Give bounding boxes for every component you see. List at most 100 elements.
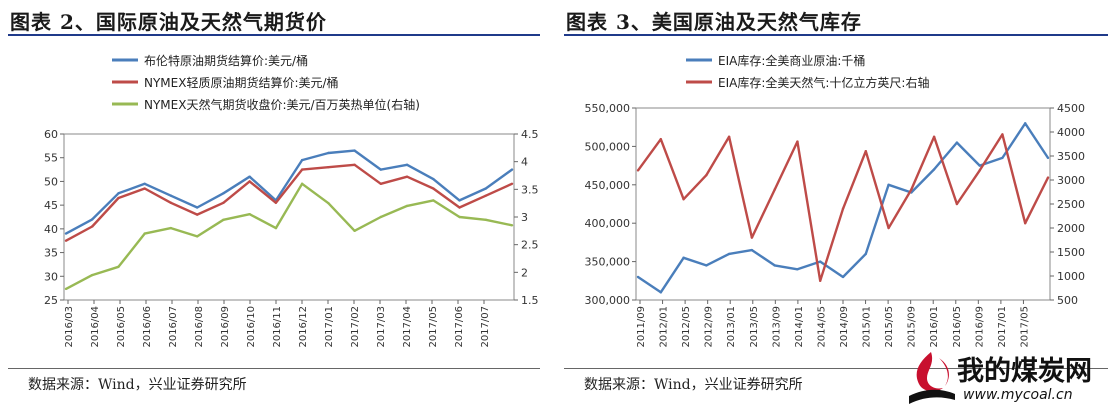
series-point-1 — [1001, 133, 1004, 136]
x-tick-label: 2017/05 — [1019, 306, 1030, 348]
y-tick-label: 300,000 — [585, 294, 631, 307]
x-tick-label: 2016/01 — [929, 306, 940, 348]
left-footer-divider — [8, 368, 540, 369]
x-tick-label: 2016/11 — [272, 306, 283, 348]
y2-tick-label: 2500 — [1057, 198, 1085, 211]
y2-tick-label: 1.5 — [521, 294, 539, 307]
series-line-1 — [637, 133, 1050, 282]
series-point-0 — [458, 199, 461, 202]
series-point-0 — [379, 168, 383, 171]
series-point-2 — [248, 213, 251, 216]
series-point-2 — [458, 215, 461, 219]
x-tick-label: 2012/01 — [659, 306, 670, 348]
series-point-1 — [458, 206, 461, 209]
series-line-1 — [65, 163, 513, 242]
series-point-1 — [682, 198, 685, 201]
x-tick-label: 2016/05 — [952, 306, 963, 348]
x-tick-label: 2014/05 — [816, 306, 827, 348]
x-tick-label: 2017/07 — [480, 306, 491, 348]
series-point-0 — [143, 182, 146, 185]
y-tick-label: 25 — [44, 294, 58, 307]
series-line-2 — [65, 182, 513, 290]
series-point-1 — [1024, 222, 1027, 225]
x-tick-label: 2016/03 — [64, 306, 75, 348]
series-point-0 — [1024, 122, 1027, 125]
series-point-0 — [91, 218, 94, 221]
y2-tick-label: 1000 — [1057, 270, 1085, 283]
y2-tick-label: 3500 — [1057, 150, 1085, 163]
series-point-1 — [353, 163, 356, 167]
series-point-0 — [222, 192, 225, 195]
series-point-2 — [510, 224, 514, 227]
series-point-1 — [819, 279, 822, 282]
x-tick-label: 2011/09 — [636, 306, 647, 348]
right-title-divider — [564, 34, 1108, 36]
series-point-1 — [773, 188, 776, 191]
y2-tick-label: 3 — [521, 211, 528, 224]
y-tick-label: 500,000 — [585, 140, 631, 153]
series-point-0 — [796, 268, 799, 271]
x-tick-label: 2012/05 — [681, 306, 692, 348]
series-point-1 — [195, 213, 199, 216]
series-point-2 — [91, 273, 94, 277]
series-point-1 — [955, 202, 959, 206]
series-point-2 — [274, 226, 278, 230]
series-point-2 — [353, 229, 356, 233]
y2-tick-label: 1500 — [1057, 246, 1085, 259]
series-point-0 — [117, 192, 120, 195]
y2-tick-label: 2.5 — [521, 239, 539, 252]
x-tick-label: 2016/07 — [168, 306, 179, 348]
series-point-0 — [248, 175, 251, 178]
x-tick-label: 2014/09 — [839, 306, 850, 348]
us-oil-gas-inventory-chart: 300,000 350,000 400,000 450,000 500,000 550,0… — [585, 53, 1086, 348]
series-point-2 — [117, 265, 120, 268]
series-point-0 — [353, 149, 356, 152]
series-point-1 — [379, 182, 383, 185]
x-tick-label: 2016/10 — [246, 306, 257, 348]
series-point-1 — [727, 135, 731, 138]
mycoal-watermark: 我的煤炭网 www.mycoal.cn — [905, 346, 1116, 410]
series-line-0 — [65, 149, 513, 235]
y2-tick-label: 2000 — [1057, 222, 1085, 235]
y2-tick-label: 3.5 — [521, 183, 539, 196]
legend-label-0: EIA库存:全美商业原油:千桶 — [718, 53, 865, 68]
series-point-1 — [143, 187, 146, 190]
x-tick-label: 2016/09 — [220, 306, 231, 348]
legend-label-1: EIA库存:全美天然气:十亿立方英尺:右轴 — [718, 75, 929, 90]
right-chart-title: 图表 3、美国原油及天然气库存 — [566, 10, 862, 34]
series-point-0 — [978, 164, 981, 167]
series-point-2 — [143, 232, 146, 235]
y-tick-label: 30 — [44, 270, 58, 283]
series-point-1 — [841, 207, 845, 210]
x-tick-label: 2016/09 — [974, 306, 985, 348]
series-point-0 — [773, 264, 776, 267]
x-tick-label: 2013/01 — [726, 306, 737, 348]
series-point-2 — [169, 226, 173, 230]
x-tick-label: 2017/02 — [350, 306, 361, 348]
x-tick-label: 2017/01 — [997, 306, 1008, 348]
series-point-2 — [327, 201, 330, 205]
series-point-1 — [636, 169, 640, 172]
series-point-0 — [432, 177, 435, 181]
series-point-1 — [432, 187, 435, 190]
y2-tick-label: 4500 — [1057, 102, 1085, 115]
series-point-0 — [841, 275, 845, 279]
x-tick-label: 2016/06 — [142, 306, 153, 348]
left-chart-title: 图表 2、国际原油及天然气期货价 — [10, 10, 327, 34]
series-point-1 — [932, 135, 936, 138]
plot-frame — [63, 133, 515, 301]
series-point-1 — [659, 138, 662, 141]
legend-label-2: NYMEX天然气期货收盘价:美元/百万英热单位(右轴) — [144, 97, 420, 112]
y-tick-label: 60 — [44, 128, 58, 141]
series-point-1 — [405, 175, 409, 178]
series-point-0 — [64, 232, 68, 235]
watermark-brand: 我的煤炭网 — [957, 356, 1092, 387]
y-tick-label: 400,000 — [585, 217, 631, 230]
series-point-1 — [327, 166, 330, 169]
x-tick-label: 2017/01 — [324, 306, 335, 348]
series-point-0 — [510, 168, 514, 171]
series-point-1 — [887, 226, 890, 230]
x-tick-label: 2017/06 — [454, 306, 465, 348]
y-tick-label: 50 — [44, 175, 58, 188]
series-point-1 — [864, 150, 867, 153]
